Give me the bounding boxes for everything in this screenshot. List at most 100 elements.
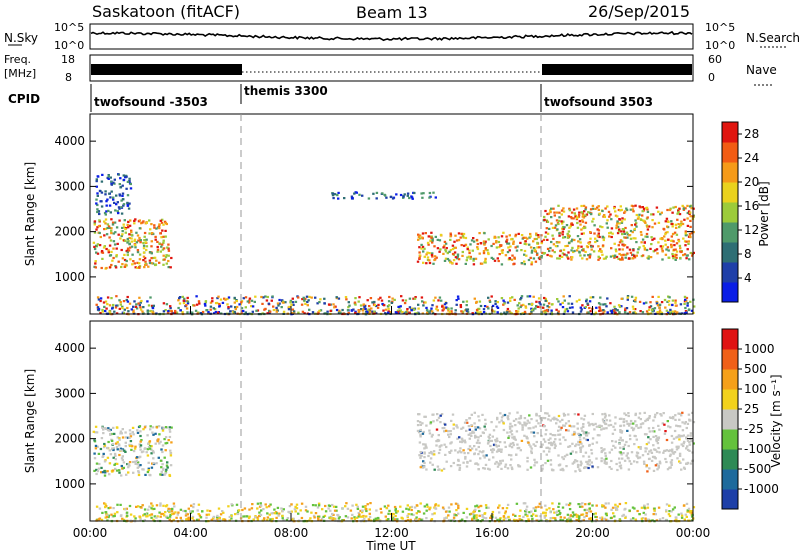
power-echo-cell (686, 211, 689, 215)
velocity-echo-cell (94, 431, 97, 434)
power-echo-cell (650, 243, 653, 246)
velocity-echo-cell (557, 509, 561, 512)
velocity-echo-cell (608, 414, 611, 417)
velocity-echo-cell (290, 503, 293, 506)
velocity-echo-cell (247, 516, 251, 520)
velocity-echo-cell (433, 453, 436, 456)
velocity-echo-cell (163, 473, 166, 476)
power-echo-cell (508, 249, 511, 252)
power-echo-cell (297, 311, 300, 314)
velocity-echo-cell (520, 518, 523, 521)
power-echo-cell (684, 298, 687, 301)
power-echo-cell (496, 311, 499, 314)
velocity-echo-cell (555, 422, 558, 425)
power-echo-cell (488, 300, 492, 303)
power-echo-cell (99, 312, 102, 315)
velocity-echo-cell (656, 442, 660, 445)
power-echo-cell (512, 263, 515, 266)
velocity-echo-cell (664, 430, 667, 433)
power-echo-cell (112, 181, 115, 184)
velocity-echo-cell (514, 514, 517, 517)
power-echo-cell (111, 221, 115, 224)
velocity-echo-cell (163, 514, 166, 517)
velocity-echo-cell (199, 516, 203, 519)
velocity-echo-cell (387, 518, 390, 521)
velocity-echo-cell (688, 449, 691, 452)
velocity-echo-cell (137, 465, 141, 468)
power-echo-cell (596, 206, 599, 209)
power-echo-cell (171, 312, 174, 315)
power-echo-cell (592, 250, 596, 253)
power-echo-cell (646, 225, 649, 228)
power-echo-cell (685, 234, 688, 237)
power-echo-cell (130, 245, 134, 248)
velocity-echo-cell (652, 444, 655, 447)
velocity-echo-cell (547, 438, 550, 441)
power-echo-cell (126, 251, 129, 254)
velocity-echo-cell (452, 519, 455, 522)
power-echo-cell (475, 311, 479, 314)
velocity-echo-cell (689, 511, 692, 514)
velocity-echo-cell (185, 512, 188, 515)
velocity-echo-cell (504, 510, 507, 513)
velocity-echo-cell (552, 516, 555, 520)
velocity-echo-cell (589, 517, 592, 520)
power-echo-cell (552, 243, 556, 246)
power-echo-cell (479, 310, 482, 313)
power-echo-cell (631, 257, 635, 260)
velocity-echo-cell (443, 517, 446, 520)
velocity-echo-cell (668, 514, 672, 518)
power-echo-cell (663, 235, 666, 238)
velocity-echo-cell (614, 446, 617, 449)
velocity-echo-cell (133, 515, 136, 518)
velocity-echo-cell (431, 413, 434, 416)
power-echo-cell (99, 297, 103, 300)
velocity-echo-cell (669, 426, 672, 429)
velocity-echo-cell (150, 445, 153, 448)
velocity-echo-cell (601, 418, 605, 421)
velocity-echo-cell (558, 513, 561, 516)
velocity-echo-cell (169, 508, 172, 511)
velocity-echo-cell (647, 441, 650, 444)
velocity-echo-cell (125, 473, 128, 476)
velocity-echo-cell (406, 519, 410, 522)
velocity-echo-cell (521, 428, 524, 431)
velocity-echo-cell (297, 512, 300, 515)
power-echo-cell (100, 266, 103, 270)
power-echo-cell (118, 299, 121, 302)
velocity-echo-cell (690, 459, 694, 463)
velocity-echo-cell (639, 447, 642, 450)
velocity-echo-cell (429, 506, 432, 509)
power-echo-cell (227, 296, 231, 299)
power-echo-cell (113, 178, 116, 181)
power-echo-cell (310, 296, 313, 299)
power-echo-cell (546, 253, 549, 257)
velocity-echo-cell (438, 448, 442, 451)
velocity-echo-cell (423, 451, 426, 454)
power-echo-cell (354, 311, 357, 314)
velocity-echo-cell (507, 418, 510, 421)
velocity-echo-cell (569, 452, 573, 455)
power-echo-cell (561, 225, 565, 229)
velocity-echo-cell (655, 450, 659, 453)
time-axis: 00:00 04:00 08:00 12:00 16:00 20:00 00:00 (73, 306, 710, 540)
velocity-echo-cell (115, 426, 119, 429)
power-echo-cell (112, 256, 115, 260)
power-echo-cell (682, 254, 685, 257)
power-echo-cell (562, 248, 566, 251)
velocity-echo-cell (689, 432, 693, 435)
power-echo-cell (646, 216, 649, 219)
velocity-echo-cell (103, 474, 107, 477)
velocity-echo-cell (432, 450, 436, 453)
velocity-echo-cell (463, 452, 466, 455)
power-echo-cell (663, 298, 667, 302)
power-echo-cell (453, 240, 456, 243)
power-echo-cell (95, 228, 98, 231)
power-echo-cell (601, 253, 604, 256)
velocity-echo-cell (510, 446, 514, 449)
velocity-echo-cell (452, 423, 455, 426)
power-echo-cell (97, 298, 101, 301)
velocity-echo-cell (134, 445, 137, 448)
power-echo-cell (136, 251, 140, 254)
